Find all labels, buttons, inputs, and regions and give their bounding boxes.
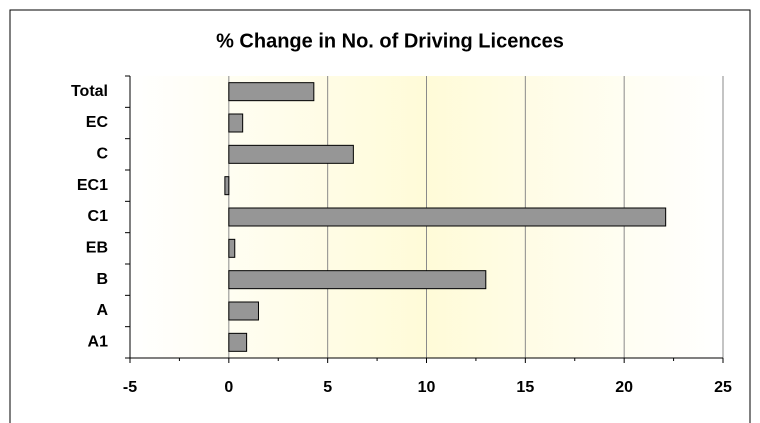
bar (228, 332, 248, 352)
bar (228, 238, 236, 258)
x-tick-label: 0 (224, 379, 233, 396)
x-tick-label: 15 (516, 379, 534, 396)
y-tick-label: EC1 (77, 177, 108, 194)
bar (228, 82, 315, 102)
bar (228, 270, 487, 290)
chart-title: % Change in No. of Driving Licences (216, 30, 564, 52)
y-tick-label: Total (71, 83, 108, 100)
bar (228, 301, 259, 321)
bar (228, 144, 354, 164)
y-tick-label: C1 (88, 208, 109, 225)
bar (228, 207, 667, 227)
x-tick-label: -5 (123, 379, 137, 396)
x-tick-label: 20 (615, 379, 633, 396)
bar (228, 113, 244, 133)
x-tick-label: 5 (323, 379, 332, 396)
y-tick-label: B (96, 271, 108, 288)
y-tick-label: C (96, 146, 108, 163)
bar (224, 176, 230, 196)
y-tick-label: EB (86, 240, 108, 257)
y-tick-label: A (96, 302, 108, 319)
y-tick-label: EC (86, 114, 109, 131)
x-tick-label: 10 (418, 379, 436, 396)
y-tick-label: A1 (88, 334, 109, 351)
x-tick-label: 25 (714, 379, 732, 396)
